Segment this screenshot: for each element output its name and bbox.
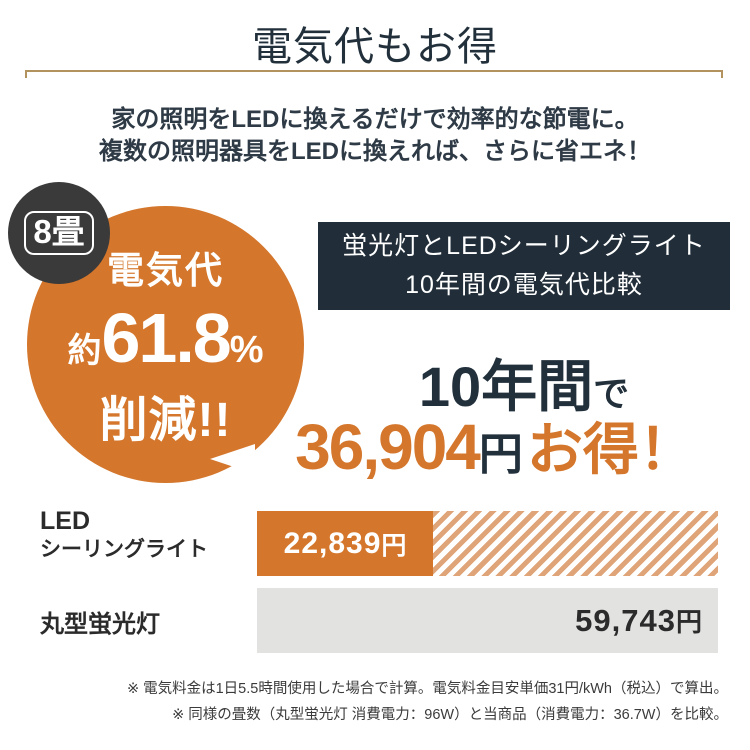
savings-amount: 36,904円お得！ [250, 405, 740, 486]
subtitle-line-1: 家の照明をLEDに換えるだけで効率的な節電に。 [111, 106, 639, 133]
bubble-percent-line: 約61.8% [67, 298, 263, 378]
bar-led: 22,839 円 [257, 511, 718, 576]
page-title: 電気代もお得 [252, 25, 498, 69]
footnotes: ※ 電気料金は1日5.5時間使用した場合で計算。電気料金目安単価31円/kWh（… [0, 676, 728, 728]
footnote-line-1: ※ 電気料金は1日5.5時間使用した場合で計算。電気料金目安単価31円/kWh（… [126, 681, 728, 697]
bubble-electricity-label: 電気代 [107, 249, 224, 291]
bubble-reduction-label: 削減!! [99, 393, 232, 447]
comparison-header-box: 蛍光灯とLEDシーリングライト 10年間の電気代比較 [318, 222, 730, 310]
comparison-header-line-2: 10年間の電気代比較 [405, 271, 643, 299]
led-cost-value: 22,839 [283, 526, 382, 560]
bar-fluorescent: 59,743円 [257, 588, 718, 653]
savings-amount-suffix: お得！ [526, 418, 695, 481]
bubble-percent-sign: % [229, 328, 264, 371]
bar-label-led-line-1: LED [40, 507, 90, 535]
footnote-line-2: ※ 同様の畳数（丸型蛍光灯 消費電力：96W）と当商品（消費電力：36.7W）を… [172, 707, 728, 723]
room-size-label: 8畳 [24, 210, 94, 256]
subtitle-line-2: 複数の照明器具をLEDに換えれば、さらに省エネ！ [99, 138, 651, 165]
comparison-header-line-1: 蛍光灯とLEDシーリングライト [342, 232, 706, 261]
room-size-badge: 8畳 [8, 182, 110, 284]
title-underline-bracket [25, 70, 723, 78]
savings-amount-unit: 円 [478, 430, 523, 479]
fluorescent-cost-value: 59,743 [575, 603, 676, 638]
bar-label-led: LED シーリングライト [40, 506, 208, 564]
bar-label-led-line-2: シーリングライト [40, 538, 208, 562]
savings-amount-value: 36,904 [295, 411, 481, 483]
bar-label-fluorescent: 丸型蛍光灯 [40, 611, 160, 638]
savings-duration: 10年間で [318, 342, 730, 423]
bubble-percent-value: 61.8 [101, 298, 231, 377]
duration-value: 10年間 [418, 355, 594, 418]
led-bar-solid: 22,839 円 [257, 511, 434, 576]
bubble-approx-prefix: 約 [67, 331, 102, 370]
led-cost-unit: 円 [381, 531, 407, 560]
led-bar-savings-hatch [433, 511, 718, 576]
duration-suffix: で [593, 373, 630, 414]
fluorescent-cost-unit: 円 [675, 607, 702, 637]
